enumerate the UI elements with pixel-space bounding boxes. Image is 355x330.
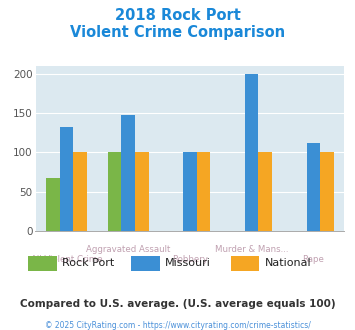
Text: All Violent Crime: All Violent Crime: [31, 254, 102, 264]
Bar: [73, 152, 87, 231]
Text: Compared to U.S. average. (U.S. average equals 100): Compared to U.S. average. (U.S. average …: [20, 299, 335, 309]
Bar: [60, 127, 73, 231]
Text: Robbery: Robbery: [172, 254, 208, 264]
Text: © 2025 CityRating.com - https://www.cityrating.com/crime-statistics/: © 2025 CityRating.com - https://www.city…: [45, 321, 310, 330]
Bar: [197, 152, 210, 231]
Bar: [307, 143, 320, 231]
Text: Rape: Rape: [302, 254, 324, 264]
Bar: [258, 152, 272, 231]
Bar: [135, 152, 148, 231]
Text: 2018 Rock Port: 2018 Rock Port: [115, 8, 240, 23]
Text: Missouri: Missouri: [165, 258, 211, 268]
Text: Aggravated Assault: Aggravated Assault: [86, 245, 170, 254]
Bar: [320, 152, 334, 231]
Text: Murder & Mans...: Murder & Mans...: [215, 245, 289, 254]
Bar: [108, 152, 121, 231]
Bar: [183, 152, 197, 231]
Text: National: National: [264, 258, 311, 268]
Text: Rock Port: Rock Port: [62, 258, 114, 268]
Bar: [46, 178, 60, 231]
Text: Violent Crime Comparison: Violent Crime Comparison: [70, 25, 285, 40]
Bar: [121, 115, 135, 231]
Bar: [245, 74, 258, 231]
